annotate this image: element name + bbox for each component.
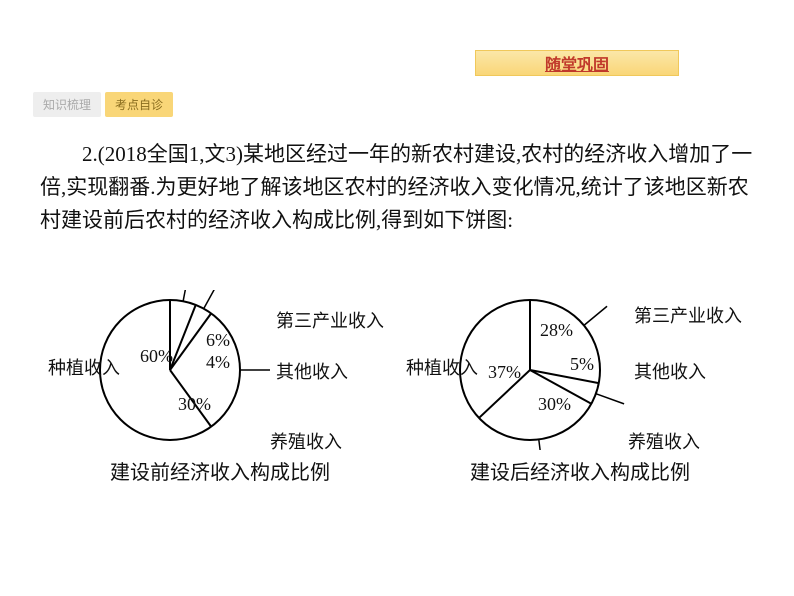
- lbl-planting-pct-left: 60%: [140, 346, 173, 367]
- lbl-tertiary-pct-left: 6%: [206, 330, 230, 351]
- tab-knowledge[interactable]: 知识梳理: [33, 92, 101, 117]
- lbl-planting-pct-right: 37%: [488, 362, 521, 383]
- lbl-breed-name-left: 养殖收入: [270, 428, 342, 454]
- lbl-planting-name-right: 种植收入: [406, 354, 478, 380]
- lbl-other-pct-right: 5%: [570, 354, 594, 375]
- lbl-other-pct-left: 4%: [206, 352, 230, 373]
- pie-after-wrap: 种植收入 37% 第三产业收入 28% 其他收入 5% 养殖收入 30%: [410, 290, 750, 450]
- question-text: 2.(2018全国1,文3)某地区经过一年的新农村建设,农村的经济收入增加了一倍…: [40, 138, 760, 237]
- lbl-tertiary-name-right: 第三产业收入: [634, 302, 742, 328]
- lbl-breed-pct-right: 30%: [538, 394, 571, 415]
- lbl-other-name-left: 其他收入: [276, 358, 348, 384]
- pie-before-wrap: 种植收入 60% 第三产业收入 6% 其他收入 4% 养殖收入 30%: [50, 290, 390, 450]
- chart-before: 种植收入 60% 第三产业收入 6% 其他收入 4% 养殖收入 30% 建设前经…: [50, 290, 390, 485]
- badge-right: 随堂巩固: [475, 50, 679, 76]
- lbl-breed-name-right: 养殖收入: [628, 428, 700, 454]
- lbl-tertiary-name-left: 第三产业收入: [276, 307, 384, 333]
- lbl-tertiary-pct-right: 28%: [540, 320, 573, 341]
- tab-exam[interactable]: 考点自诊: [105, 92, 173, 117]
- caption-before: 建设前经济收入构成比例: [50, 456, 390, 485]
- chart-after: 种植收入 37% 第三产业收入 28% 其他收入 5% 养殖收入 30% 建设后…: [410, 290, 750, 485]
- tabs: 知识梳理 考点自诊: [33, 92, 173, 117]
- lbl-other-name-right: 其他收入: [634, 358, 706, 384]
- chart-row: 种植收入 60% 第三产业收入 6% 其他收入 4% 养殖收入 30% 建设前经…: [50, 290, 750, 485]
- caption-after: 建设后经济收入构成比例: [410, 456, 750, 485]
- question-p: 2.(2018全国1,文3)某地区经过一年的新农村建设,农村的经济收入增加了一倍…: [40, 138, 760, 237]
- lbl-breed-pct-left: 30%: [178, 394, 211, 415]
- lbl-planting-name-left: 种植收入: [48, 354, 120, 380]
